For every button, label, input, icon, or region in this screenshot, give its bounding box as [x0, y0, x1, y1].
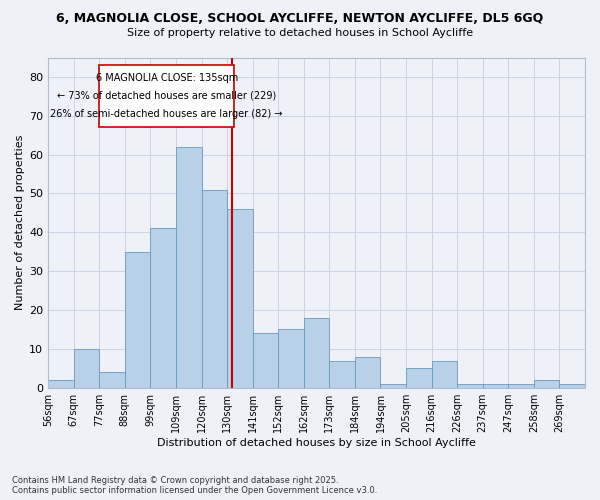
Bar: [74, 349, 99, 388]
Text: Size of property relative to detached houses in School Aycliffe: Size of property relative to detached ho…: [127, 28, 473, 38]
Bar: [176, 147, 202, 388]
Bar: [380, 384, 406, 388]
Bar: [202, 190, 227, 388]
Bar: [278, 330, 304, 388]
Bar: [406, 368, 431, 388]
Bar: [227, 209, 253, 388]
Text: 6, MAGNOLIA CLOSE, SCHOOL AYCLIFFE, NEWTON AYCLIFFE, DL5 6GQ: 6, MAGNOLIA CLOSE, SCHOOL AYCLIFFE, NEWT…: [56, 12, 544, 26]
Bar: [431, 360, 457, 388]
Text: ← 73% of detached houses are smaller (229): ← 73% of detached houses are smaller (22…: [57, 90, 277, 101]
Y-axis label: Number of detached properties: Number of detached properties: [15, 135, 25, 310]
Bar: [99, 66, 234, 128]
Bar: [329, 360, 355, 388]
Bar: [508, 384, 534, 388]
Bar: [125, 252, 151, 388]
Bar: [534, 380, 559, 388]
Text: 26% of semi-detached houses are larger (82) →: 26% of semi-detached houses are larger (…: [50, 109, 283, 119]
Bar: [99, 372, 125, 388]
Bar: [483, 384, 508, 388]
Bar: [304, 318, 329, 388]
X-axis label: Distribution of detached houses by size in School Aycliffe: Distribution of detached houses by size …: [157, 438, 476, 448]
Bar: [559, 384, 585, 388]
Bar: [355, 356, 380, 388]
Bar: [151, 228, 176, 388]
Bar: [253, 334, 278, 388]
Text: 6 MAGNOLIA CLOSE: 135sqm: 6 MAGNOLIA CLOSE: 135sqm: [95, 72, 238, 83]
Bar: [48, 380, 74, 388]
Text: Contains HM Land Registry data © Crown copyright and database right 2025.
Contai: Contains HM Land Registry data © Crown c…: [12, 476, 377, 495]
Bar: [457, 384, 483, 388]
